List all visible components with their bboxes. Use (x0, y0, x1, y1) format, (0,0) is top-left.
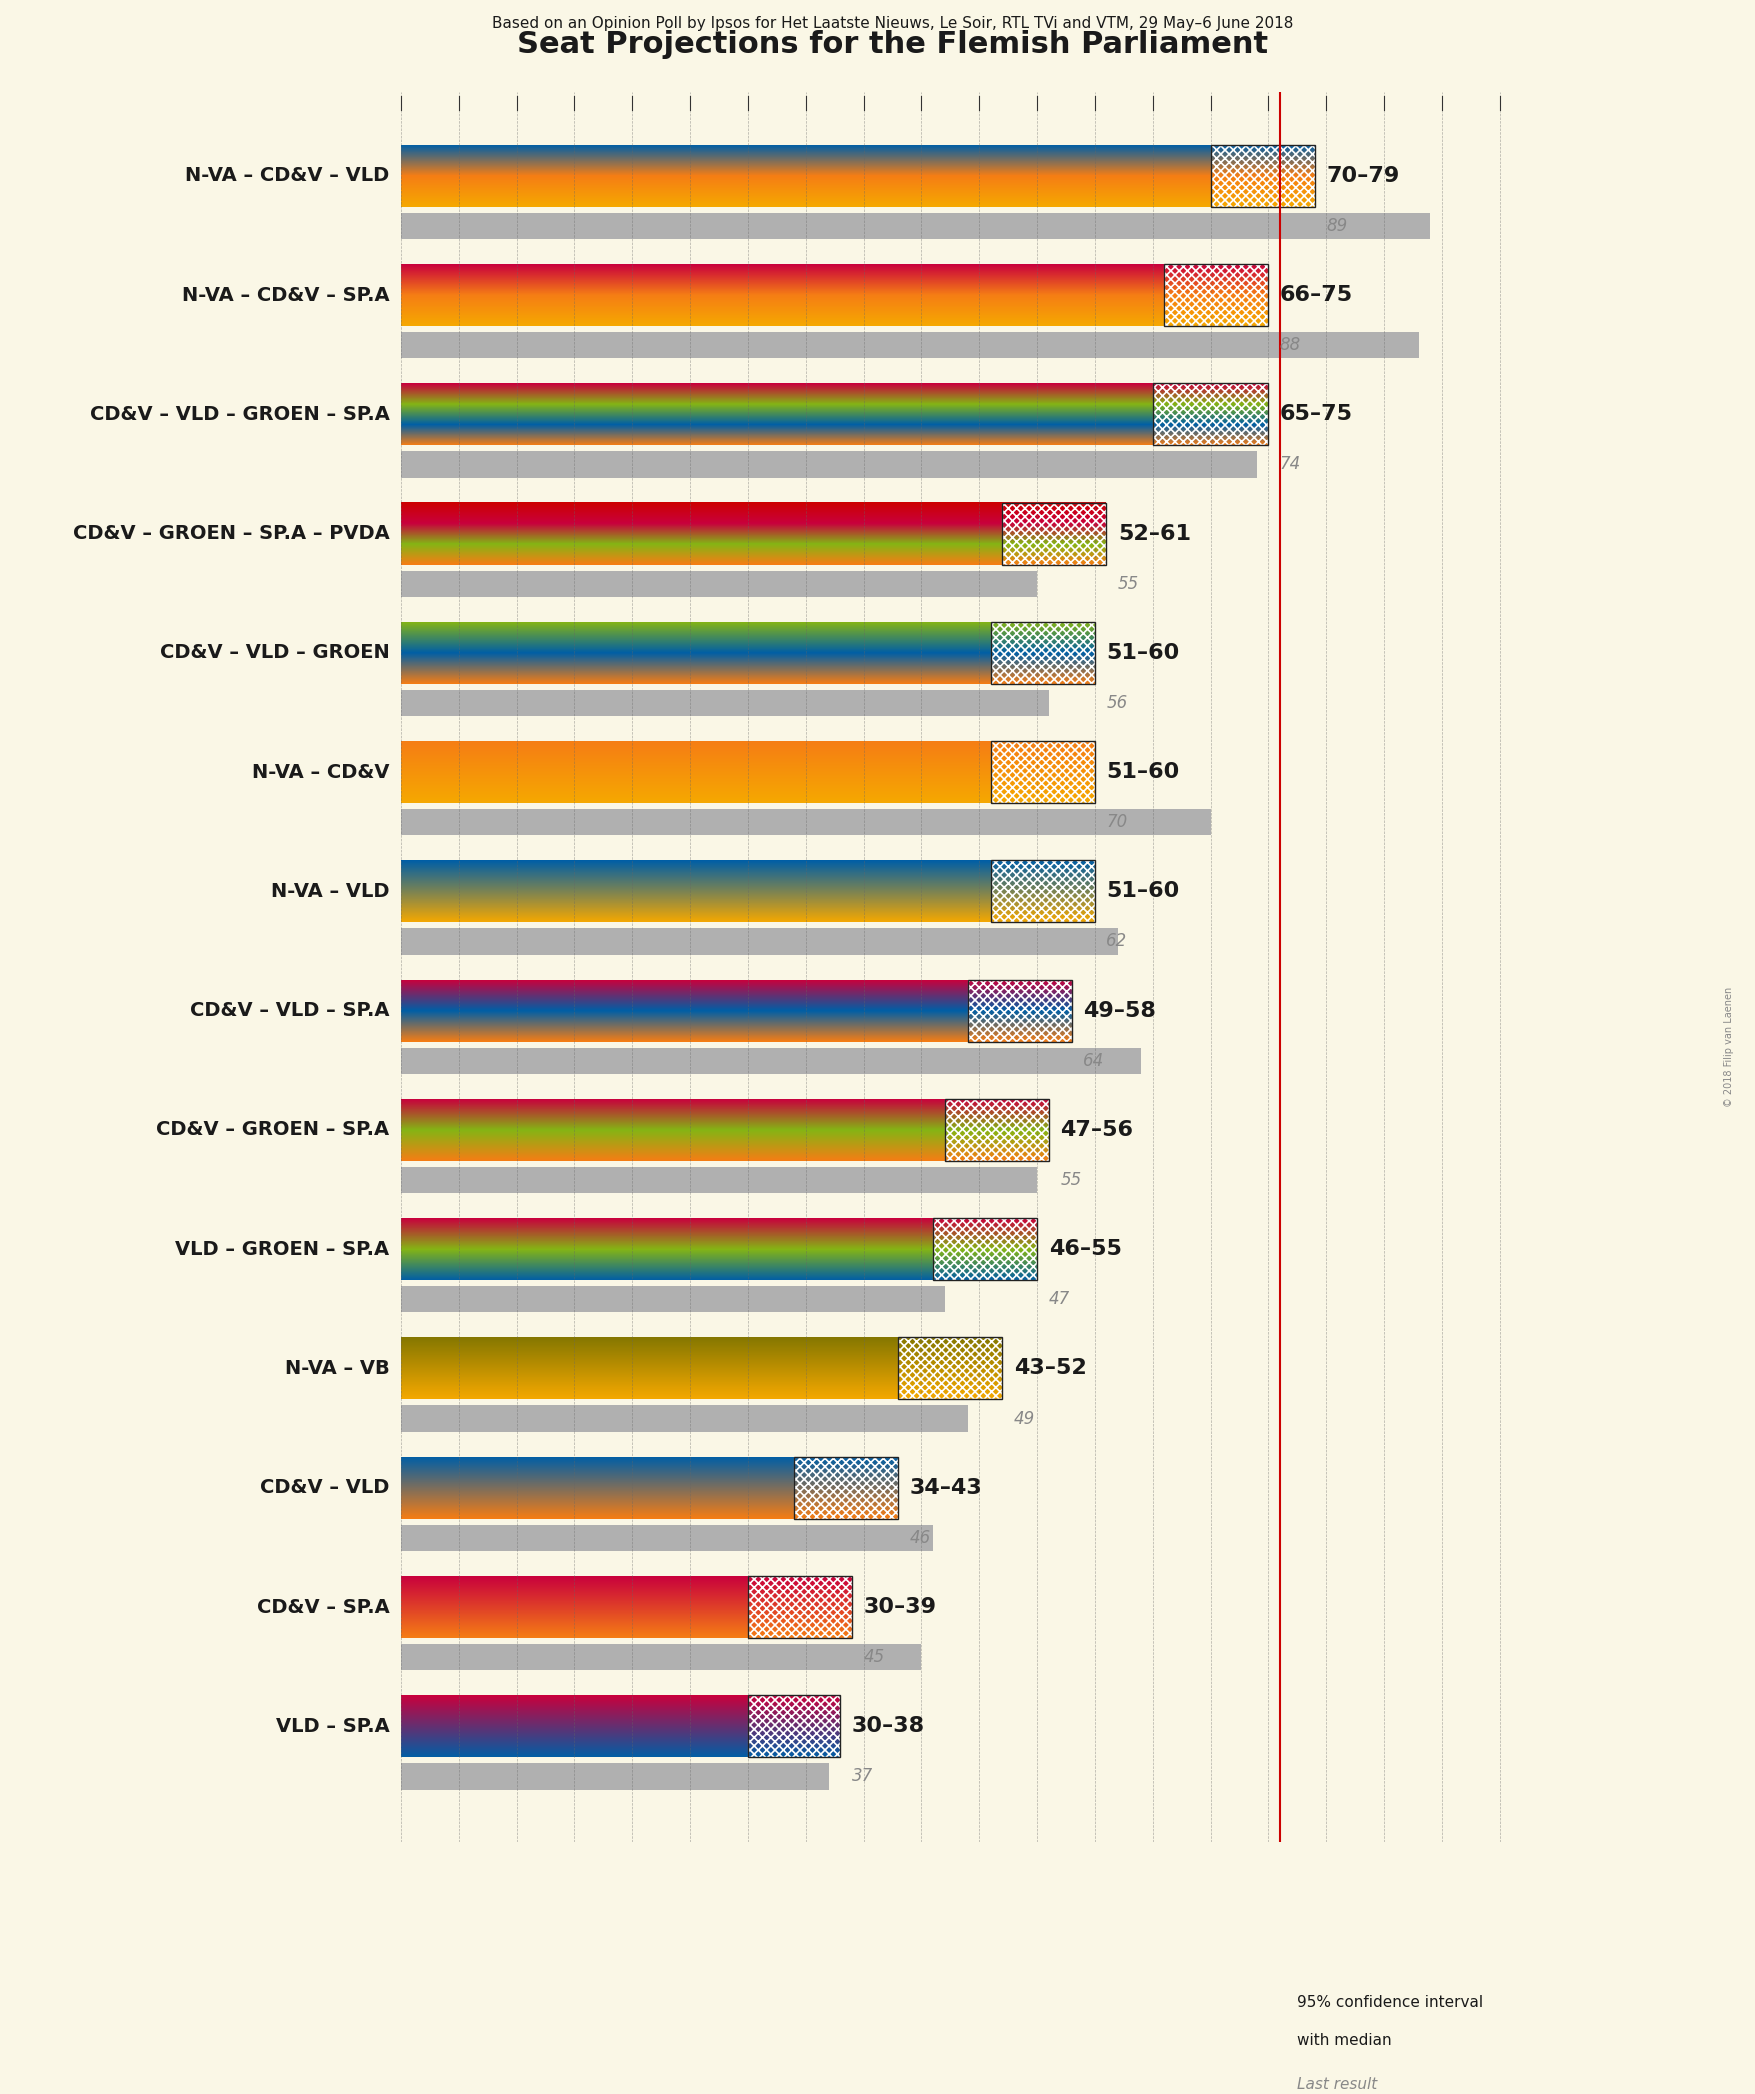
Text: 55: 55 (1060, 1171, 1081, 1189)
Text: 74: 74 (1279, 454, 1300, 473)
Bar (934, 1219, 1037, 1279)
Text: 30–38: 30–38 (851, 1717, 925, 1736)
Bar (899, 1338, 1002, 1399)
Text: 47–56: 47–56 (1060, 1120, 1134, 1139)
Bar (1153, 383, 1269, 446)
Text: Last result: Last result (1297, 2077, 1378, 2092)
Bar (1211, 144, 1314, 207)
Text: CD&V – SP.A: CD&V – SP.A (256, 1598, 390, 1617)
Bar (748, 1696, 841, 1757)
Bar (748, 1696, 841, 1757)
Bar (899, 1338, 1002, 1399)
Text: 30–39: 30–39 (863, 1598, 937, 1617)
Bar (1164, 264, 1269, 327)
Text: 51–60: 51–60 (1106, 762, 1179, 783)
Text: 62: 62 (1106, 932, 1128, 951)
Bar (992, 622, 1095, 685)
Bar (400, 1524, 934, 1552)
Bar (992, 861, 1095, 921)
Text: with median: with median (1297, 2033, 1392, 2048)
Text: 52–61: 52–61 (1118, 524, 1192, 544)
Bar (400, 1763, 828, 1790)
Bar (400, 1405, 967, 1432)
Text: CD&V – GROEN – SP.A – PVDA: CD&V – GROEN – SP.A – PVDA (72, 524, 390, 542)
Bar (1049, 2069, 1279, 2094)
Text: 37: 37 (851, 1767, 874, 1786)
Text: 49–58: 49–58 (1083, 1001, 1157, 1020)
Bar (1002, 503, 1106, 565)
Bar (992, 741, 1095, 804)
Bar (1049, 1996, 1279, 2060)
Bar (992, 622, 1095, 685)
Text: 89: 89 (1327, 218, 1348, 235)
Bar (795, 1457, 899, 1518)
Bar (944, 1099, 1049, 1160)
Bar (1164, 264, 1269, 327)
Bar (400, 928, 1118, 955)
Text: N-VA – CD&V – VLD: N-VA – CD&V – VLD (184, 165, 390, 184)
Text: 43–52: 43–52 (1014, 1359, 1086, 1378)
Bar (400, 452, 1257, 477)
Bar (1049, 1996, 1279, 2060)
Text: 65–75: 65–75 (1279, 404, 1353, 425)
Bar (967, 980, 1072, 1041)
Bar (967, 980, 1072, 1041)
Bar (992, 861, 1095, 921)
Text: © 2018 Filip van Laenen: © 2018 Filip van Laenen (1723, 986, 1734, 1108)
Text: CD&V – VLD – GROEN – SP.A: CD&V – VLD – GROEN – SP.A (90, 404, 390, 423)
Text: 56: 56 (1106, 693, 1128, 712)
Bar (400, 333, 1418, 358)
Bar (1153, 383, 1269, 446)
Text: 51–60: 51–60 (1106, 882, 1179, 900)
Bar (748, 1577, 851, 1638)
Text: 46: 46 (909, 1529, 932, 1547)
Text: VLD – SP.A: VLD – SP.A (276, 1717, 390, 1736)
Text: 34–43: 34–43 (909, 1478, 983, 1497)
Bar (400, 808, 1211, 836)
Text: CD&V – VLD – SP.A: CD&V – VLD – SP.A (190, 1001, 390, 1020)
Text: N-VA – CD&V – SP.A: N-VA – CD&V – SP.A (183, 285, 390, 304)
Text: N-VA – VB: N-VA – VB (284, 1359, 390, 1378)
Title: Seat Projections for the Flemish Parliament: Seat Projections for the Flemish Parliam… (518, 31, 1269, 59)
Bar (400, 1644, 921, 1671)
Bar (400, 1166, 1037, 1194)
Bar (748, 1577, 851, 1638)
Bar (1211, 144, 1314, 207)
Bar (1049, 1996, 1279, 2060)
Text: Based on an Opinion Poll by Ipsos for Het Laatste Nieuws, Le Soir, RTL TVi and V: Based on an Opinion Poll by Ipsos for He… (491, 17, 1293, 31)
Bar (400, 1047, 1141, 1074)
Text: 64: 64 (1083, 1051, 1104, 1070)
Text: 49: 49 (1014, 1409, 1035, 1428)
Bar (400, 1286, 944, 1313)
Bar (992, 741, 1095, 804)
Text: 88: 88 (1279, 337, 1300, 354)
Bar (400, 570, 1037, 597)
Text: 46–55: 46–55 (1049, 1240, 1121, 1258)
Text: VLD – GROEN – SP.A: VLD – GROEN – SP.A (176, 1240, 390, 1258)
Text: CD&V – VLD – GROEN: CD&V – VLD – GROEN (160, 643, 390, 662)
Bar (944, 1099, 1049, 1160)
Text: 70–79: 70–79 (1327, 165, 1399, 186)
Text: 70: 70 (1106, 812, 1128, 831)
Text: 66–75: 66–75 (1279, 285, 1353, 306)
Text: CD&V – VLD: CD&V – VLD (260, 1478, 390, 1497)
Bar (1002, 503, 1106, 565)
Text: 47: 47 (1049, 1290, 1071, 1309)
Bar (795, 1457, 899, 1518)
Bar (934, 1219, 1037, 1279)
Text: N-VA – CD&V: N-VA – CD&V (253, 762, 390, 781)
Bar (400, 214, 1430, 239)
Text: 51–60: 51–60 (1106, 643, 1179, 664)
Text: 55: 55 (1118, 574, 1139, 593)
Bar (400, 689, 1049, 716)
Text: 45: 45 (863, 1648, 885, 1667)
Text: N-VA – VLD: N-VA – VLD (270, 882, 390, 900)
Text: CD&V – GROEN – SP.A: CD&V – GROEN – SP.A (156, 1120, 390, 1139)
Text: 95% confidence interval: 95% confidence interval (1297, 1996, 1483, 2010)
